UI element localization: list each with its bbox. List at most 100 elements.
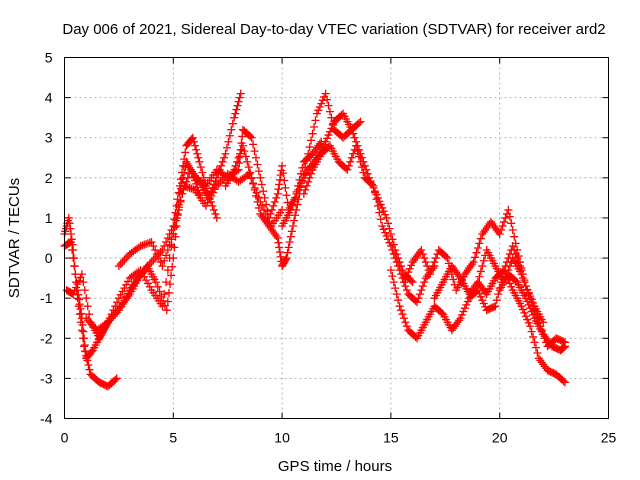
data-point: [251, 191, 260, 200]
data-point: [247, 173, 256, 182]
data-point: [383, 219, 392, 228]
data-point: [369, 181, 378, 190]
data-point: [353, 147, 362, 156]
data-point: [453, 270, 462, 279]
data-point: [225, 131, 234, 140]
data-point: [275, 180, 284, 189]
data-point: [243, 157, 252, 166]
data-point: [120, 296, 129, 305]
data-point: [529, 332, 538, 341]
data-point: [123, 277, 132, 286]
data-point: [511, 276, 520, 285]
data-point: [281, 183, 290, 192]
data-point: [211, 209, 220, 218]
data-point: [545, 338, 554, 347]
axis-ticks: [64, 57, 609, 419]
data-point: [158, 302, 167, 311]
data-point: [273, 189, 282, 198]
data-point: [391, 284, 400, 293]
data-point: [385, 224, 394, 233]
data-point: [392, 290, 401, 299]
data-point: [450, 266, 459, 275]
x-tick-label: 15: [383, 430, 399, 446]
x-tick-label: 5: [169, 430, 177, 446]
data-point: [201, 201, 210, 210]
data-point: [475, 289, 484, 298]
data-point: [136, 266, 145, 275]
data-point: [276, 252, 285, 261]
data-point: [356, 157, 365, 166]
data-point: [314, 141, 323, 150]
data-point: [529, 310, 538, 319]
data-point: [304, 177, 313, 186]
data-point: [492, 296, 501, 305]
data-point: [70, 262, 79, 271]
data-point: [325, 127, 334, 136]
data-point: [560, 342, 569, 351]
data-point: [560, 342, 569, 351]
data-point: [118, 287, 127, 296]
data-point: [533, 348, 542, 357]
data-point: [455, 316, 464, 325]
data-point: [430, 258, 439, 267]
data-point: [192, 145, 201, 154]
data-point: [203, 198, 212, 207]
data-point: [455, 272, 464, 281]
data-point: [142, 264, 151, 273]
data-point: [102, 319, 111, 328]
data-point: [167, 242, 176, 251]
data-point: [475, 280, 484, 289]
data-point: [198, 168, 207, 177]
data-point: [523, 315, 532, 324]
data-point: [64, 213, 73, 222]
data-point: [73, 294, 82, 303]
data-point: [463, 266, 472, 275]
data-point: [207, 191, 216, 200]
data-point: [188, 167, 197, 176]
data-point: [386, 229, 395, 238]
data-point: [265, 221, 274, 230]
data-point: [407, 261, 416, 270]
data-point: [289, 197, 298, 206]
data-point: [517, 270, 526, 279]
data-point: [413, 298, 422, 307]
data-point: [488, 219, 497, 228]
plot-frame: [64, 57, 609, 419]
data-point: [302, 181, 311, 190]
data-point: [160, 290, 169, 299]
data-point: [310, 123, 319, 132]
data-point: [328, 121, 337, 130]
data-point: [383, 235, 392, 244]
data-point: [479, 299, 488, 308]
data-point: [431, 254, 440, 263]
data-point: [505, 279, 514, 288]
data-point: [478, 284, 487, 293]
data-point: [250, 185, 259, 194]
data-point: [468, 260, 477, 269]
data-point: [176, 197, 185, 206]
data-point: [211, 185, 220, 194]
data-point: [83, 302, 92, 311]
data-point: [111, 375, 120, 384]
tick-labels: 0 5 10 15 20 25 -4 -3 -2 -1 0 1 2 3 4 5: [40, 50, 616, 446]
data-point: [382, 231, 391, 240]
data-point: [75, 295, 84, 304]
data-point: [323, 95, 332, 104]
data-point: [275, 248, 284, 257]
data-point: [165, 240, 174, 249]
data-point: [193, 149, 202, 158]
data-point: [368, 180, 377, 189]
data-point: [113, 298, 122, 307]
data-point: [116, 290, 125, 299]
data-point: [259, 187, 268, 196]
data-point: [379, 225, 388, 234]
data-point: [287, 227, 296, 236]
data-point: [232, 105, 241, 114]
series-arc-2: [60, 157, 204, 363]
data-point: [471, 253, 480, 262]
data-point: [162, 251, 171, 260]
data-point: [87, 347, 96, 356]
data-point: [120, 256, 129, 265]
data-point: [164, 288, 173, 297]
data-point: [260, 215, 269, 224]
